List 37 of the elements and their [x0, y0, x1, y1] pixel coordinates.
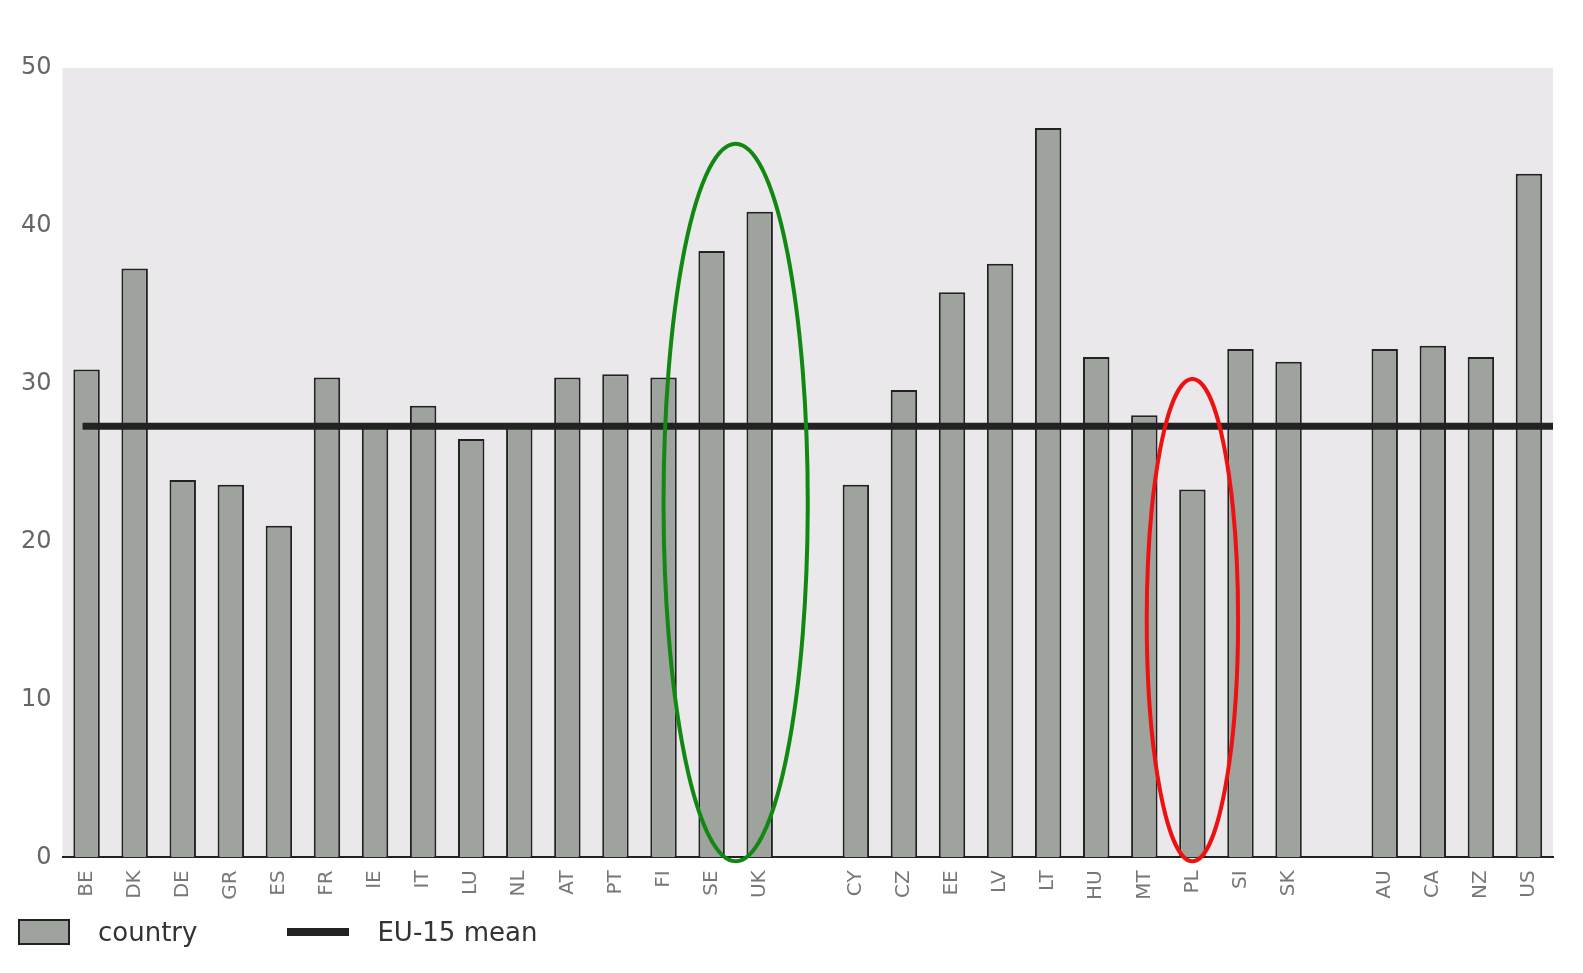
- y-tick-label: 30: [20, 367, 52, 396]
- x-tick-label: NZ: [1467, 870, 1492, 899]
- x-tick-label: LT: [1034, 869, 1059, 891]
- y-tick-label: 40: [20, 210, 52, 239]
- y-tick-label: 0: [36, 841, 52, 870]
- x-tick-label: EE: [938, 870, 963, 896]
- x-tick-label: ES: [265, 870, 290, 896]
- x-tick-label: AT: [553, 869, 578, 895]
- y-tick-label: 10: [20, 683, 52, 712]
- legend-label: country: [98, 917, 198, 947]
- x-tick-label: US: [1515, 870, 1540, 898]
- x-tick-label: DK: [120, 869, 145, 899]
- x-tick-label: FI: [649, 870, 674, 888]
- x-tick-label: IE: [361, 870, 386, 889]
- x-tick-label: IT: [409, 869, 434, 889]
- x-tick-label: GR: [217, 870, 242, 900]
- x-tick-label: NL: [505, 869, 530, 897]
- x-tick-label: AU: [1370, 870, 1395, 899]
- x-tick-label: PT: [601, 869, 626, 895]
- x-tick-label: BE: [72, 870, 97, 897]
- x-tick-label: SI: [1226, 870, 1251, 889]
- y-tick-label: 20: [20, 525, 52, 554]
- x-tick-label: PL: [1178, 869, 1203, 894]
- x-tick-label: MT: [1130, 869, 1155, 900]
- x-tick-label: SK: [1274, 869, 1299, 897]
- x-tick-label: HU: [1082, 870, 1107, 901]
- x-tick-label: CY: [842, 869, 867, 897]
- x-tick-label: FR: [313, 870, 338, 896]
- x-tick-label: CZ: [890, 870, 915, 898]
- x-tick-label: SE: [697, 870, 722, 896]
- x-tick-label: LU: [457, 870, 482, 896]
- x-tick-label: CA: [1419, 870, 1443, 898]
- x-tick-label: DE: [168, 870, 193, 899]
- x-tick-label: UK: [745, 869, 770, 899]
- legend-label: EU-15 mean: [377, 917, 538, 947]
- x-tick-label: LV: [986, 870, 1011, 893]
- y-tick-label: 50: [20, 52, 52, 81]
